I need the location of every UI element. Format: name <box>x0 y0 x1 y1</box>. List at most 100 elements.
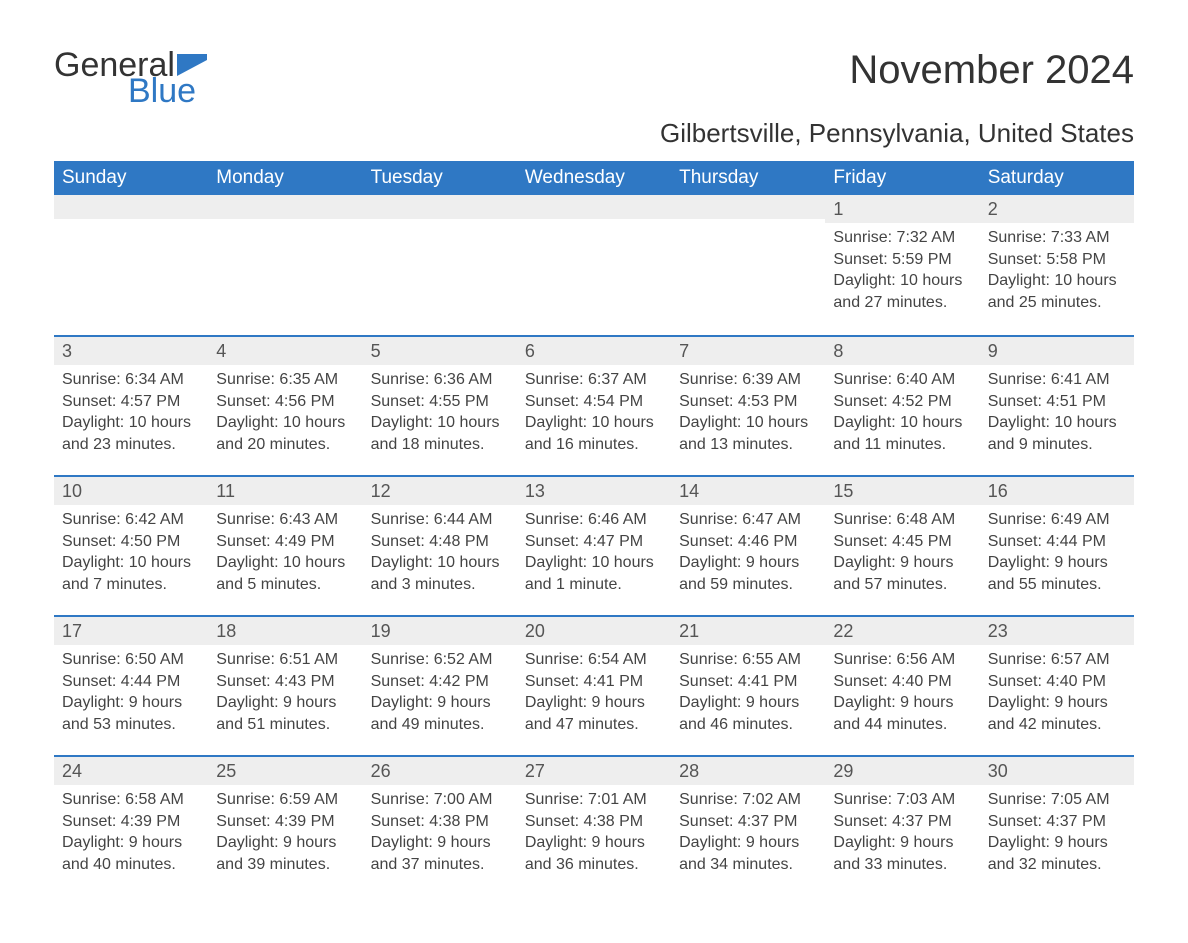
day-details: Sunrise: 6:42 AMSunset: 4:50 PMDaylight:… <box>54 505 208 613</box>
day-sunrise: Sunrise: 6:40 AM <box>833 369 971 391</box>
day-details: Sunrise: 6:49 AMSunset: 4:44 PMDaylight:… <box>980 505 1134 613</box>
day-details: Sunrise: 7:05 AMSunset: 4:37 PMDaylight:… <box>980 785 1134 893</box>
day-day2: and 51 minutes. <box>216 714 354 736</box>
day-details: Sunrise: 7:32 AMSunset: 5:59 PMDaylight:… <box>825 223 979 331</box>
day-day1: Daylight: 10 hours <box>371 412 509 434</box>
day-day1: Daylight: 10 hours <box>525 412 663 434</box>
day-day1: Daylight: 10 hours <box>833 270 971 292</box>
logo-word-blue: Blue <box>128 74 207 108</box>
day-sunset: Sunset: 4:38 PM <box>525 811 663 833</box>
calendar-cell: 22Sunrise: 6:56 AMSunset: 4:40 PMDayligh… <box>825 617 979 755</box>
header: General Blue November 2024 <box>54 48 1134 108</box>
day-number: 8 <box>825 337 979 365</box>
day-day2: and 32 minutes. <box>988 854 1126 876</box>
calendar-cell: 10Sunrise: 6:42 AMSunset: 4:50 PMDayligh… <box>54 477 208 615</box>
day-sunrise: Sunrise: 6:54 AM <box>525 649 663 671</box>
calendar-cell: 23Sunrise: 6:57 AMSunset: 4:40 PMDayligh… <box>980 617 1134 755</box>
weekday-wed: Wednesday <box>517 161 671 195</box>
day-details: Sunrise: 6:39 AMSunset: 4:53 PMDaylight:… <box>671 365 825 473</box>
calendar-cell: 28Sunrise: 7:02 AMSunset: 4:37 PMDayligh… <box>671 757 825 895</box>
calendar-cell: 4Sunrise: 6:35 AMSunset: 4:56 PMDaylight… <box>208 337 362 475</box>
day-number: 22 <box>825 617 979 645</box>
day-sunrise: Sunrise: 7:03 AM <box>833 789 971 811</box>
day-number: 14 <box>671 477 825 505</box>
day-number <box>517 195 671 219</box>
day-day2: and 39 minutes. <box>216 854 354 876</box>
day-details: Sunrise: 6:55 AMSunset: 4:41 PMDaylight:… <box>671 645 825 753</box>
calendar-cell: 11Sunrise: 6:43 AMSunset: 4:49 PMDayligh… <box>208 477 362 615</box>
day-sunset: Sunset: 4:57 PM <box>62 391 200 413</box>
day-details: Sunrise: 7:03 AMSunset: 4:37 PMDaylight:… <box>825 785 979 893</box>
calendar-cell <box>671 195 825 335</box>
weekday-sat: Saturday <box>980 161 1134 195</box>
day-number: 28 <box>671 757 825 785</box>
day-sunset: Sunset: 4:37 PM <box>833 811 971 833</box>
day-details: Sunrise: 6:34 AMSunset: 4:57 PMDaylight:… <box>54 365 208 473</box>
day-day1: Daylight: 9 hours <box>833 832 971 854</box>
day-sunset: Sunset: 4:56 PM <box>216 391 354 413</box>
day-sunset: Sunset: 4:37 PM <box>988 811 1126 833</box>
day-sunrise: Sunrise: 6:44 AM <box>371 509 509 531</box>
day-number: 27 <box>517 757 671 785</box>
day-sunrise: Sunrise: 7:32 AM <box>833 227 971 249</box>
day-number: 25 <box>208 757 362 785</box>
weekday-mon: Monday <box>208 161 362 195</box>
day-day1: Daylight: 9 hours <box>62 692 200 714</box>
day-day2: and 16 minutes. <box>525 434 663 456</box>
calendar-cell <box>208 195 362 335</box>
calendar-cell: 16Sunrise: 6:49 AMSunset: 4:44 PMDayligh… <box>980 477 1134 615</box>
day-sunrise: Sunrise: 6:59 AM <box>216 789 354 811</box>
day-number: 29 <box>825 757 979 785</box>
day-details: Sunrise: 6:52 AMSunset: 4:42 PMDaylight:… <box>363 645 517 753</box>
calendar: Sunday Monday Tuesday Wednesday Thursday… <box>54 161 1134 895</box>
day-details: Sunrise: 6:56 AMSunset: 4:40 PMDaylight:… <box>825 645 979 753</box>
day-day1: Daylight: 9 hours <box>988 692 1126 714</box>
day-sunrise: Sunrise: 6:35 AM <box>216 369 354 391</box>
day-number: 6 <box>517 337 671 365</box>
calendar-cell: 7Sunrise: 6:39 AMSunset: 4:53 PMDaylight… <box>671 337 825 475</box>
day-day2: and 3 minutes. <box>371 574 509 596</box>
day-details: Sunrise: 6:40 AMSunset: 4:52 PMDaylight:… <box>825 365 979 473</box>
day-number: 1 <box>825 195 979 223</box>
day-day2: and 13 minutes. <box>679 434 817 456</box>
day-sunrise: Sunrise: 7:01 AM <box>525 789 663 811</box>
day-sunrise: Sunrise: 6:47 AM <box>679 509 817 531</box>
day-day1: Daylight: 9 hours <box>988 832 1126 854</box>
calendar-cell: 12Sunrise: 6:44 AMSunset: 4:48 PMDayligh… <box>363 477 517 615</box>
day-sunset: Sunset: 4:54 PM <box>525 391 663 413</box>
day-day2: and 37 minutes. <box>371 854 509 876</box>
calendar-cell: 17Sunrise: 6:50 AMSunset: 4:44 PMDayligh… <box>54 617 208 755</box>
day-details: Sunrise: 6:46 AMSunset: 4:47 PMDaylight:… <box>517 505 671 613</box>
day-day2: and 1 minute. <box>525 574 663 596</box>
day-day1: Daylight: 9 hours <box>988 552 1126 574</box>
calendar-cell: 19Sunrise: 6:52 AMSunset: 4:42 PMDayligh… <box>363 617 517 755</box>
day-sunrise: Sunrise: 6:36 AM <box>371 369 509 391</box>
day-details: Sunrise: 6:57 AMSunset: 4:40 PMDaylight:… <box>980 645 1134 753</box>
calendar-week: 24Sunrise: 6:58 AMSunset: 4:39 PMDayligh… <box>54 755 1134 895</box>
day-sunrise: Sunrise: 6:39 AM <box>679 369 817 391</box>
weekday-thu: Thursday <box>671 161 825 195</box>
calendar-cell <box>54 195 208 335</box>
day-sunset: Sunset: 4:52 PM <box>833 391 971 413</box>
day-day1: Daylight: 9 hours <box>833 552 971 574</box>
day-sunset: Sunset: 4:45 PM <box>833 531 971 553</box>
day-day2: and 36 minutes. <box>525 854 663 876</box>
day-day2: and 47 minutes. <box>525 714 663 736</box>
day-day1: Daylight: 9 hours <box>679 552 817 574</box>
day-number: 4 <box>208 337 362 365</box>
day-day1: Daylight: 9 hours <box>216 832 354 854</box>
location-line: Gilbertsville, Pennsylvania, United Stat… <box>54 118 1134 149</box>
day-day2: and 23 minutes. <box>62 434 200 456</box>
day-number: 3 <box>54 337 208 365</box>
day-details: Sunrise: 7:01 AMSunset: 4:38 PMDaylight:… <box>517 785 671 893</box>
calendar-cell: 20Sunrise: 6:54 AMSunset: 4:41 PMDayligh… <box>517 617 671 755</box>
calendar-week: 17Sunrise: 6:50 AMSunset: 4:44 PMDayligh… <box>54 615 1134 755</box>
day-sunset: Sunset: 4:51 PM <box>988 391 1126 413</box>
day-sunrise: Sunrise: 6:56 AM <box>833 649 971 671</box>
calendar-cell: 25Sunrise: 6:59 AMSunset: 4:39 PMDayligh… <box>208 757 362 895</box>
day-sunset: Sunset: 4:38 PM <box>371 811 509 833</box>
day-sunset: Sunset: 4:43 PM <box>216 671 354 693</box>
day-day2: and 57 minutes. <box>833 574 971 596</box>
day-sunrise: Sunrise: 7:33 AM <box>988 227 1126 249</box>
day-number: 30 <box>980 757 1134 785</box>
